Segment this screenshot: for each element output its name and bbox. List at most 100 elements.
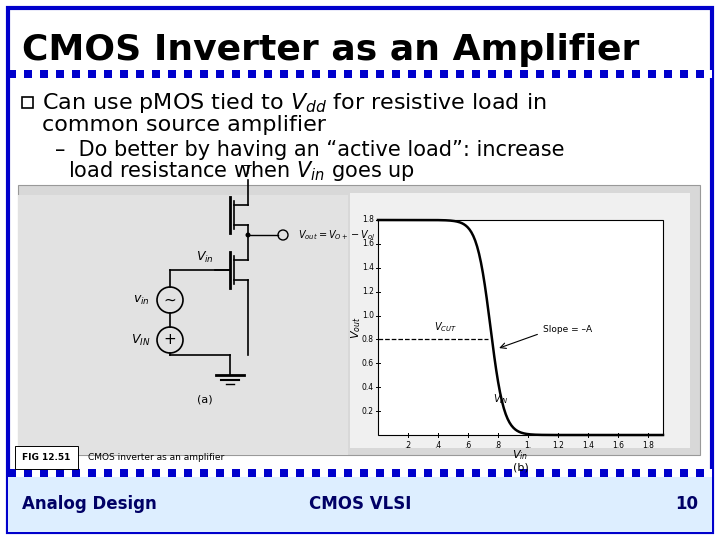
Text: .4: .4 (434, 441, 441, 450)
Text: $V_{in}$: $V_{in}$ (513, 448, 528, 462)
Bar (304, 70, 312, 78)
Text: common source amplifier: common source amplifier (42, 115, 326, 135)
Bar (72, 469, 80, 477)
Bar (56, 469, 64, 477)
Bar (360, 70, 368, 78)
Bar (32, 70, 40, 78)
Bar (248, 469, 256, 477)
Bar (248, 70, 256, 78)
Bar (288, 469, 296, 477)
Text: 1.2: 1.2 (552, 441, 564, 450)
Text: $V_{IN}$: $V_{IN}$ (493, 392, 509, 406)
Bar (392, 70, 400, 78)
Bar (336, 70, 344, 78)
Bar (160, 70, 168, 78)
Bar (384, 70, 392, 78)
Bar (408, 469, 416, 477)
Text: $V_{out}=V_{O+}-V_{ol}$: $V_{out}=V_{O+}-V_{ol}$ (298, 228, 376, 242)
Bar (136, 70, 144, 78)
Bar (424, 70, 432, 78)
Text: Analog Design: Analog Design (22, 495, 157, 513)
Bar (144, 70, 152, 78)
Text: .2: .2 (405, 441, 412, 450)
Text: 1.8: 1.8 (642, 441, 654, 450)
Bar (664, 70, 672, 78)
Bar (432, 469, 440, 477)
Bar (200, 70, 208, 78)
Bar (408, 70, 416, 78)
Bar (200, 469, 208, 477)
Bar (536, 70, 544, 78)
Bar (544, 469, 552, 477)
Bar (184, 70, 192, 78)
Bar (592, 70, 600, 78)
Bar (272, 70, 280, 78)
Bar (440, 70, 448, 78)
Bar (648, 469, 656, 477)
Bar (80, 469, 88, 477)
Bar (16, 469, 24, 477)
Bar (240, 70, 248, 78)
Text: $v_{in}$: $v_{in}$ (133, 293, 150, 307)
Bar (504, 469, 512, 477)
Bar (640, 70, 648, 78)
Bar (624, 70, 632, 78)
Bar (160, 469, 168, 477)
Bar (632, 469, 640, 477)
Bar (232, 70, 240, 78)
Bar (504, 70, 512, 78)
Bar (352, 469, 360, 477)
Bar (80, 70, 88, 78)
Bar (480, 469, 488, 477)
Bar (48, 70, 56, 78)
Bar (688, 70, 696, 78)
Bar (672, 469, 680, 477)
Bar (8, 477, 712, 532)
Bar (128, 70, 136, 78)
Bar (320, 469, 328, 477)
Bar (496, 469, 504, 477)
Text: 1.: 1. (524, 441, 531, 450)
Bar (624, 469, 632, 477)
Text: .6: .6 (464, 441, 472, 450)
Bar (152, 70, 160, 78)
Text: $V_{in}$: $V_{in}$ (196, 250, 214, 265)
Bar (680, 469, 688, 477)
Text: 1.6: 1.6 (362, 239, 374, 248)
Bar (312, 70, 320, 78)
Bar (168, 70, 176, 78)
Bar (32, 469, 40, 477)
Bar (136, 469, 144, 477)
Bar (416, 70, 424, 78)
Bar (192, 469, 200, 477)
Bar (448, 70, 456, 78)
Bar (496, 70, 504, 78)
Bar (18, 185, 700, 455)
Bar (96, 70, 104, 78)
Bar (232, 469, 240, 477)
Text: Slope = –A: Slope = –A (543, 326, 592, 334)
Bar (376, 469, 384, 477)
Bar (392, 469, 400, 477)
Bar (296, 469, 304, 477)
Bar (344, 70, 352, 78)
Bar (464, 70, 472, 78)
Bar (224, 469, 232, 477)
Bar (112, 70, 120, 78)
Bar (536, 469, 544, 477)
Bar (312, 469, 320, 477)
Bar (264, 469, 272, 477)
Text: $V_{out}$: $V_{out}$ (349, 316, 363, 339)
Text: 1.2: 1.2 (362, 287, 374, 296)
Text: T: T (244, 164, 252, 177)
Text: 0.8: 0.8 (362, 335, 374, 344)
Bar (56, 70, 64, 78)
Bar (376, 70, 384, 78)
Bar (672, 70, 680, 78)
Text: CMOS inverter as an amplifier: CMOS inverter as an amplifier (88, 453, 224, 462)
Bar (120, 70, 128, 78)
Bar (64, 469, 72, 477)
Bar (552, 70, 560, 78)
Bar (704, 469, 712, 477)
Bar (632, 70, 640, 78)
